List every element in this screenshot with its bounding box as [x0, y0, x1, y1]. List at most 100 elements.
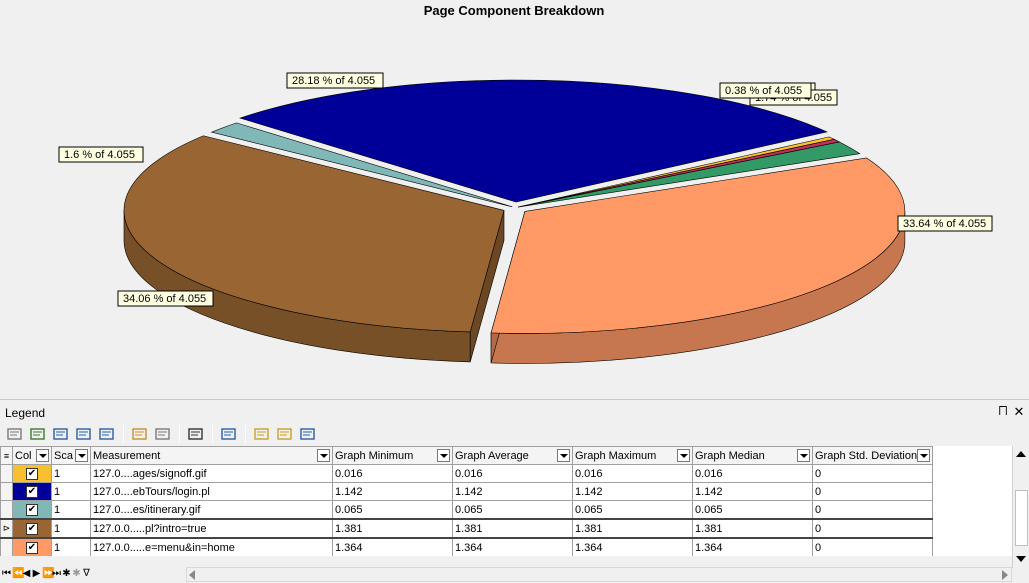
slice-callout-label: 1.6 % of 4.055 [58, 146, 144, 163]
visible-checkbox[interactable]: ✔ [26, 503, 38, 516]
chevron-down-icon[interactable] [437, 449, 450, 462]
legend-panel: Legend ⨅ ✕ ≡ Col Sca Measurement Graph Mini… [0, 403, 1029, 583]
chart-area: Page Component Breakdown 0.4 % of 4.0551… [0, 3, 1029, 400]
select-all-handle[interactable]: ≡ [0, 446, 13, 465]
visible-checkbox[interactable]: ✔ [26, 522, 38, 535]
row-selector[interactable] [0, 537, 13, 556]
cell-avg: 1.364 [452, 537, 573, 556]
visible-checkbox[interactable]: ✔ [26, 541, 38, 554]
config-icon[interactable] [50, 424, 72, 444]
properties-icon[interactable] [185, 424, 207, 444]
prev-page-icon[interactable]: ⏪ [12, 568, 25, 579]
chevron-down-icon[interactable] [75, 449, 88, 462]
color-swatch-cell[interactable]: ✔ [12, 518, 52, 539]
cell-measurement: 127.0.0.....e=menu&in=home [90, 537, 333, 556]
column-header[interactable]: Sca [51, 446, 91, 465]
prev-record-icon[interactable]: ◀ [22, 568, 31, 579]
add-record-icon[interactable]: ✱ [62, 568, 71, 579]
scroll-thumb[interactable] [1015, 490, 1028, 546]
cell-max: 1.364 [572, 537, 693, 556]
columns-icon[interactable] [218, 424, 240, 444]
pie-slice [518, 141, 861, 208]
cell-measurement: 127.0....ages/signoff.gif [90, 464, 333, 483]
row-selector[interactable] [0, 482, 13, 501]
chevron-down-icon[interactable] [36, 449, 49, 462]
table-row[interactable]: ✔ 1 127.0....ebTours/login.pl 1.142 1.142 1.1… [0, 482, 934, 501]
delete-record-icon[interactable]: ✱ [72, 568, 81, 579]
export-icon[interactable] [129, 424, 151, 444]
column-header[interactable]: Graph Maximum [572, 446, 693, 465]
last-record-icon[interactable]: ⏭ [52, 568, 61, 579]
pie-slice [490, 157, 906, 334]
visible-checkbox[interactable]: ✔ [26, 467, 38, 480]
color-swatch-cell[interactable]: ✔ [12, 464, 52, 483]
horizontal-scrollbar[interactable] [186, 567, 1012, 582]
percent-icon[interactable] [27, 424, 49, 444]
close-icon[interactable]: ✕ [1013, 404, 1025, 419]
column-header[interactable]: Graph Average [452, 446, 573, 465]
cell-scale: 1 [51, 464, 91, 483]
callout-box [58, 146, 144, 163]
cell-scale: 1 [51, 482, 91, 501]
scroll-right-arrow-icon[interactable] [1002, 570, 1008, 580]
first-record-icon[interactable]: ⏮ [2, 568, 11, 579]
column-header[interactable]: Graph Median [692, 446, 813, 465]
table-row[interactable]: ✔ 1 127.0....es/itinerary.gif 0.065 0.065 0.0… [0, 500, 934, 520]
color-swatch-cell[interactable]: ✔ [12, 482, 52, 501]
table-row[interactable]: ✔ 1 127.0....ages/signoff.gif 0.016 0.016 0.0… [0, 464, 934, 483]
next-record-icon[interactable]: ▶ [32, 568, 41, 579]
row-selector[interactable] [0, 464, 13, 483]
chevron-down-icon[interactable] [677, 449, 690, 462]
callout-text: 34.06 % of 4.055 [123, 293, 206, 305]
toolbar-separator [123, 425, 124, 443]
cell-avg: 0.065 [452, 500, 573, 520]
cell-median: 0.016 [692, 464, 813, 483]
legend-header: Legend ⨅ ✕ [0, 403, 1029, 422]
auto-icon[interactable] [251, 424, 273, 444]
chevron-down-icon[interactable] [797, 449, 810, 462]
cell-avg: 1.142 [452, 482, 573, 501]
color-swatch-cell[interactable]: ✔ [12, 537, 52, 556]
filter-icon[interactable]: ∇ [83, 568, 90, 579]
next-page-icon[interactable]: ⏩ [42, 568, 55, 579]
callout-box [117, 290, 214, 307]
column-header-label: Col [15, 449, 32, 462]
color-swatch-cell[interactable]: ✔ [12, 500, 52, 520]
find-icon[interactable] [73, 424, 95, 444]
toolbar-separator [245, 425, 246, 443]
table-row[interactable]: ✔ 1 127.0.0.....e=menu&in=home 1.364 1.364 1.… [0, 537, 934, 556]
color-swatch: ✔ [13, 483, 51, 500]
row-selector[interactable]: ⊳ [0, 518, 13, 539]
row-selector[interactable] [0, 500, 13, 520]
chevron-down-icon[interactable] [557, 449, 570, 462]
slice-callout-label: 28.18 % of 4.055 [286, 72, 384, 89]
cell-min: 0.016 [332, 464, 453, 483]
legend-grid: ≡ Col Sca Measurement Graph Minimum Graph Av… [0, 446, 1012, 556]
color-swatch: ✔ [13, 501, 51, 518]
vertical-scrollbar[interactable] [1012, 446, 1029, 568]
table-row[interactable]: ⊳ ✔ 1 127.0.0.....pl?intro=true 1.381 1.381 1.… [0, 518, 934, 539]
legend-toolbar [4, 423, 319, 445]
group-icon[interactable] [4, 424, 26, 444]
column-header[interactable]: Measurement [90, 446, 333, 465]
table-icon[interactable] [274, 424, 296, 444]
filter-icon[interactable] [96, 424, 118, 444]
scroll-up-arrow-icon[interactable] [1015, 448, 1028, 461]
cell-measurement: 127.0.0.....pl?intro=true [90, 518, 333, 539]
pie-slice [123, 135, 505, 333]
cell-std: 0 [811, 537, 934, 556]
column-header[interactable]: Col [12, 446, 52, 465]
cell-max: 1.381 [572, 518, 693, 539]
chevron-down-icon[interactable] [917, 449, 931, 462]
scroll-down-arrow-icon[interactable] [1015, 553, 1028, 566]
cell-max: 1.142 [572, 482, 693, 501]
column-header[interactable]: Graph Std. Deviation [811, 446, 934, 465]
chevron-down-icon[interactable] [317, 449, 330, 462]
visible-checkbox[interactable]: ✔ [26, 485, 38, 498]
scroll-left-arrow-icon[interactable] [189, 570, 195, 580]
print-icon[interactable] [152, 424, 174, 444]
grid-icon[interactable] [297, 424, 319, 444]
pin-icon[interactable]: ⨅ [998, 405, 1008, 417]
cell-min: 0.065 [332, 500, 453, 520]
column-header[interactable]: Graph Minimum [332, 446, 453, 465]
